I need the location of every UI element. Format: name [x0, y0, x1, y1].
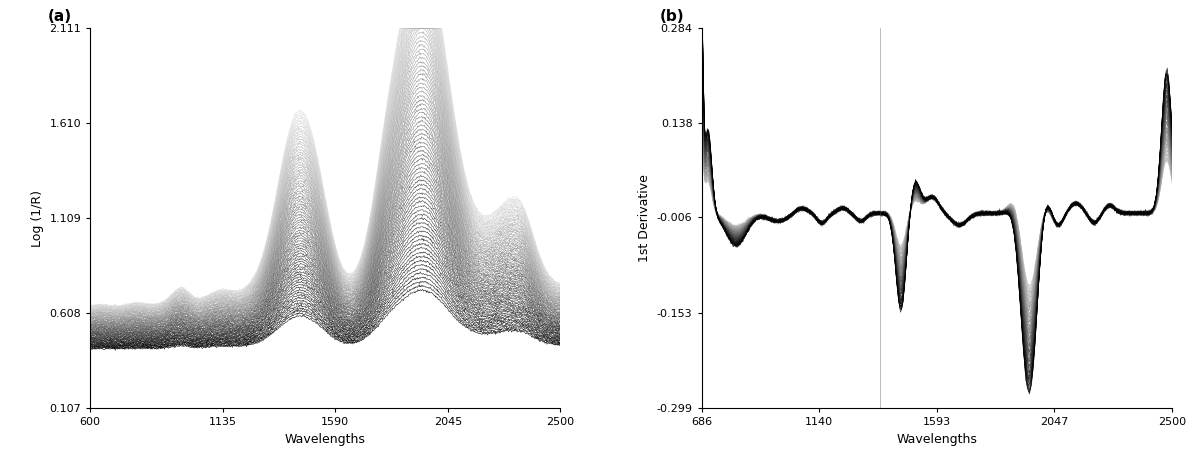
X-axis label: Wavelengths: Wavelengths: [897, 432, 977, 446]
X-axis label: Wavelengths: Wavelengths: [285, 432, 365, 446]
Text: (a): (a): [48, 9, 72, 24]
Text: (b): (b): [659, 9, 684, 24]
Y-axis label: 1st Derivative: 1st Derivative: [638, 174, 651, 262]
Y-axis label: Log (1/R): Log (1/R): [31, 189, 43, 247]
